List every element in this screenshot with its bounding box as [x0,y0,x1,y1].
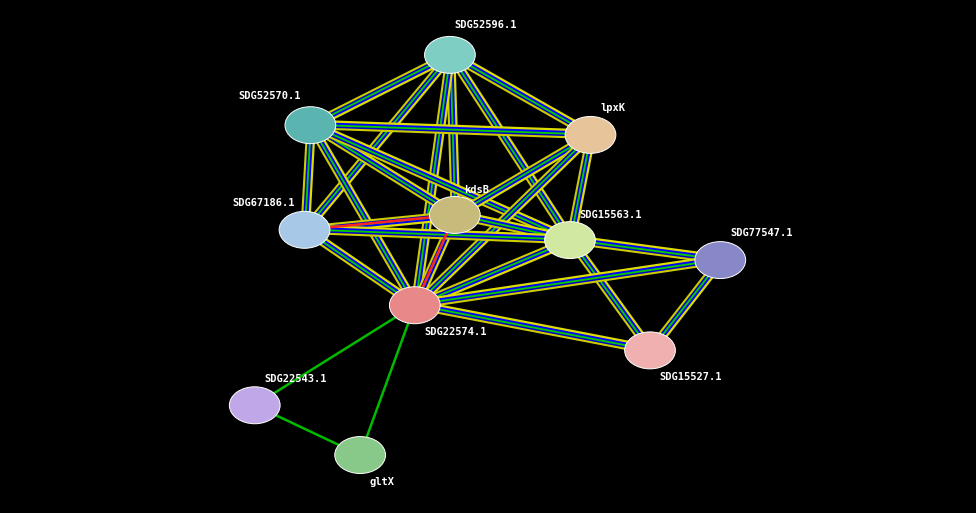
Text: SDG52570.1: SDG52570.1 [238,91,301,101]
Ellipse shape [279,211,330,248]
Text: SDG15527.1: SDG15527.1 [660,372,722,382]
Ellipse shape [229,387,280,424]
Text: SDG22574.1: SDG22574.1 [425,327,487,337]
Ellipse shape [389,287,440,324]
Text: SDG52596.1: SDG52596.1 [455,20,517,30]
Ellipse shape [425,36,475,73]
Text: SDG67186.1: SDG67186.1 [232,198,295,208]
Ellipse shape [285,107,336,144]
Text: SDG22543.1: SDG22543.1 [264,373,327,384]
Ellipse shape [565,116,616,153]
Ellipse shape [429,196,480,233]
Text: kdsB: kdsB [465,185,490,195]
Ellipse shape [335,437,386,473]
Text: SDG15563.1: SDG15563.1 [580,210,642,221]
Ellipse shape [625,332,675,369]
Ellipse shape [695,242,746,279]
Ellipse shape [545,222,595,259]
Text: SDG77547.1: SDG77547.1 [730,228,793,239]
Text: lpxK: lpxK [600,103,626,113]
Text: gltX: gltX [370,477,395,487]
